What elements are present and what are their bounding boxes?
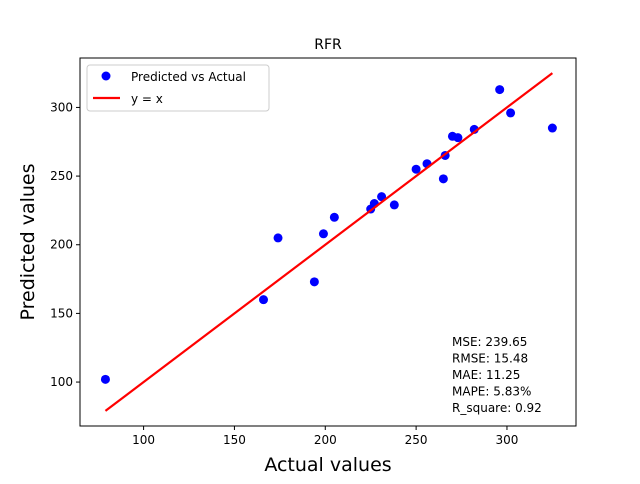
scatter-point — [318, 229, 328, 239]
y-tick-label: 150 — [50, 306, 73, 320]
legend: Predicted vs Actual y = x — [86, 64, 270, 112]
metric-text: MSE: 239.65 — [452, 335, 527, 349]
scatter-point — [309, 277, 319, 287]
scatter-point — [411, 164, 421, 174]
scatter-point — [329, 212, 339, 222]
chart-title: RFR — [314, 37, 342, 53]
legend-box — [86, 64, 270, 112]
metric-text: RMSE: 15.48 — [452, 352, 528, 366]
y-tick-label: 200 — [50, 238, 73, 252]
x-tick-label: 300 — [496, 433, 519, 447]
legend-label-scatter: Predicted vs Actual — [131, 70, 246, 84]
metrics-annotation: MSE: 239.65 RMSE: 15.48 MAE: 11.25 MAPE: 5.… — [452, 335, 542, 415]
scatter-point — [259, 295, 269, 305]
legend-marker-scatter — [101, 71, 111, 81]
metric-text: MAE: 11.25 — [452, 368, 520, 382]
x-tick-label: 200 — [314, 433, 337, 447]
scatter-point — [438, 174, 448, 184]
scatter-point — [495, 85, 505, 95]
plot-frame — [79, 57, 577, 427]
scatter-point — [453, 133, 463, 143]
reference-line-y-equals-x — [104, 72, 554, 412]
axis-ticks: 100 150 200 250 300 100 150 200 250 300 — [50, 100, 518, 447]
scatter-point — [100, 374, 110, 384]
y-tick-label: 100 — [50, 375, 73, 389]
x-axis-label: Actual values — [264, 454, 391, 476]
x-tick-label: 100 — [132, 433, 155, 447]
y-tick-label: 300 — [50, 100, 73, 114]
scatter-point — [547, 123, 557, 133]
y-axis-label: Predicted values — [17, 163, 39, 320]
metric-text: MAPE: 5.83% — [452, 385, 531, 399]
scatter-point — [506, 108, 516, 118]
scatter-point — [377, 192, 387, 202]
x-tick-label: 150 — [223, 433, 246, 447]
scatter-point — [273, 233, 283, 243]
y-tick-label: 250 — [50, 169, 73, 183]
metric-text: R_square: 0.92 — [452, 401, 542, 415]
scatter-point — [389, 200, 399, 210]
plot-content — [100, 72, 557, 412]
x-tick-label: 250 — [405, 433, 428, 447]
legend-label-line: y = x — [131, 92, 163, 106]
